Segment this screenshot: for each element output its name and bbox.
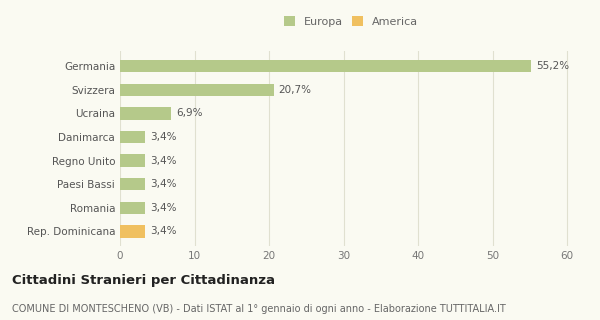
Text: COMUNE DI MONTESCHENO (VB) - Dati ISTAT al 1° gennaio di ogni anno - Elaborazion: COMUNE DI MONTESCHENO (VB) - Dati ISTAT …: [12, 304, 506, 314]
Text: 3,4%: 3,4%: [150, 226, 176, 236]
Bar: [120, 155, 145, 167]
Text: 20,7%: 20,7%: [279, 85, 312, 95]
Text: 3,4%: 3,4%: [150, 179, 176, 189]
Bar: [120, 60, 532, 72]
Bar: [120, 178, 145, 190]
Text: Cittadini Stranieri per Cittadinanza: Cittadini Stranieri per Cittadinanza: [12, 274, 275, 287]
Text: 3,4%: 3,4%: [150, 132, 176, 142]
Text: 55,2%: 55,2%: [536, 61, 569, 71]
Bar: [120, 84, 274, 96]
Text: 3,4%: 3,4%: [150, 203, 176, 213]
Bar: [120, 107, 172, 120]
Legend: Europa, America: Europa, America: [282, 14, 420, 29]
Text: 6,9%: 6,9%: [176, 108, 202, 118]
Bar: [120, 225, 145, 237]
Bar: [120, 131, 145, 143]
Bar: [120, 202, 145, 214]
Text: 3,4%: 3,4%: [150, 156, 176, 165]
